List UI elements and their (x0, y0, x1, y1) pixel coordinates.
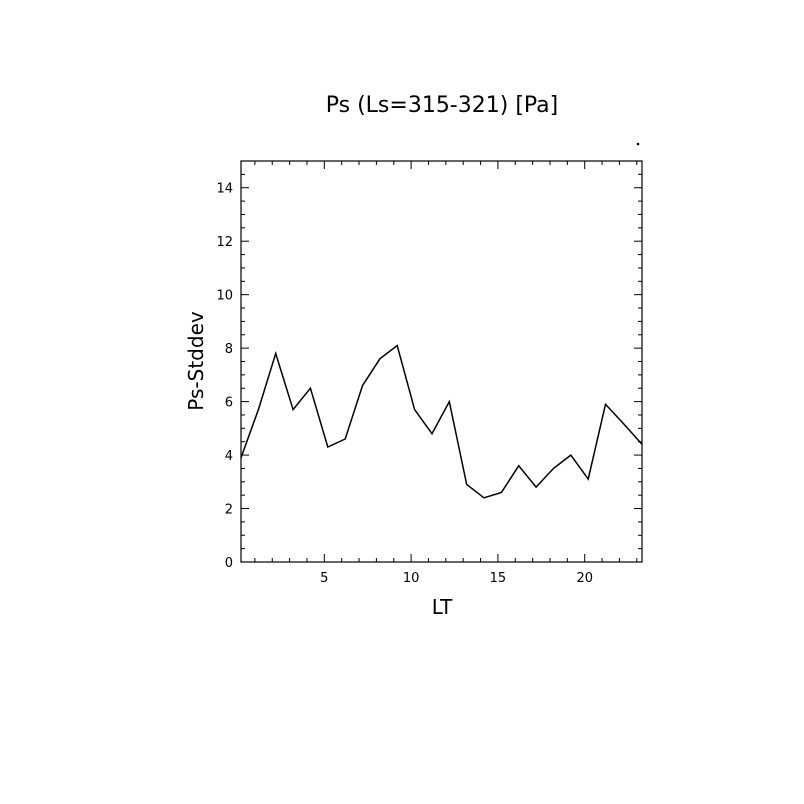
y-axis-label: Ps-Stddev (184, 311, 208, 411)
y-tick-label: 14 (216, 182, 233, 197)
y-tick-label: 2 (225, 503, 233, 518)
x-tick-label: 15 (490, 571, 507, 586)
axis-ticks (241, 160, 642, 563)
x-tick-label: 20 (576, 571, 593, 586)
axis-tick-labels: 0 2 4 6 8 10 12 14 5 10 15 20 (216, 182, 593, 586)
x-axis-label: LT (432, 595, 453, 619)
y-tick-label: 10 (216, 289, 233, 304)
y-tick-label: 0 (225, 556, 233, 571)
y-tick-label: 4 (225, 449, 233, 464)
y-tick-label: 12 (216, 235, 233, 250)
y-tick-label: 6 (225, 396, 233, 411)
chart-title: Ps (Ls=315-321) [Pa] (326, 93, 559, 118)
plot-frame (240, 160, 643, 563)
y-tick-label: 8 (225, 342, 233, 357)
x-tick-label: 10 (403, 571, 420, 586)
x-tick-label: 5 (320, 571, 328, 586)
series-line (240, 344, 643, 499)
corner-dot (636, 142, 640, 146)
